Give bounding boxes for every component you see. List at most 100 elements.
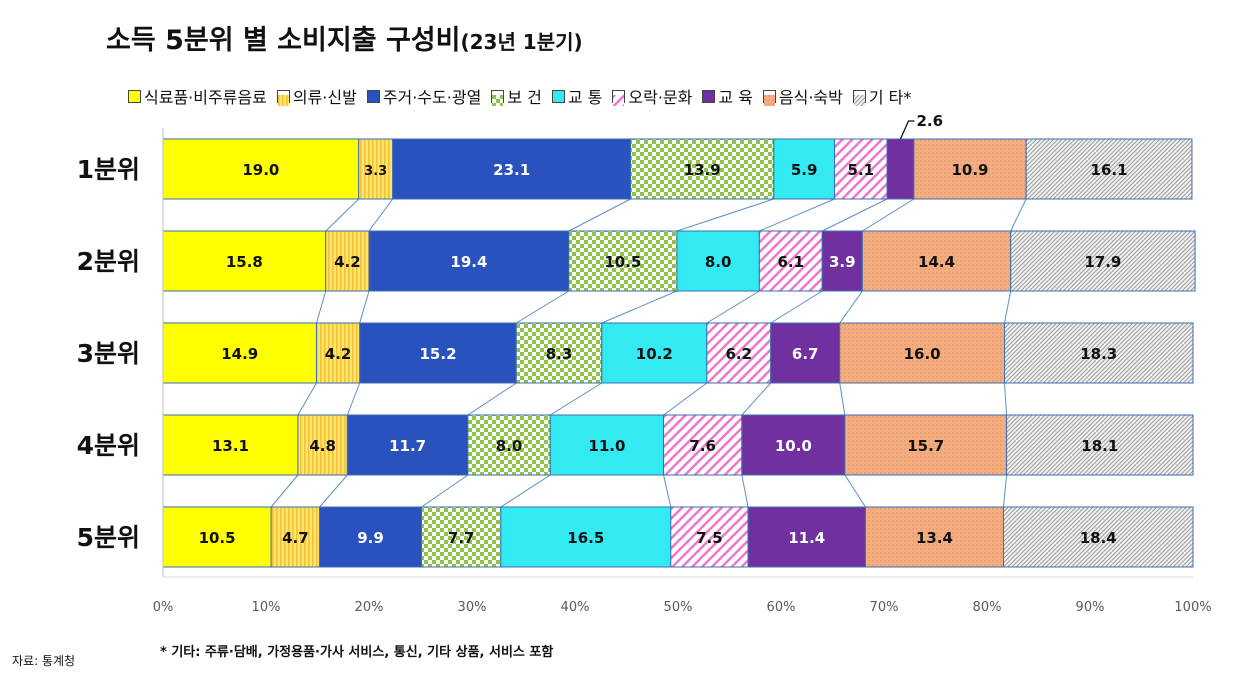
data-label: 7.5 [696,529,723,547]
bar-segment-음식-숙박 [861,230,1012,292]
connector-line [839,382,846,416]
bar-segment-교-육 [821,230,863,292]
bar-5분위: 10.5 4.7 9.9 7.7 16.5 7.5 11.4 13.4 18.4 [162,506,1194,568]
bar-segment-주거-수도-광열 [359,322,517,384]
bar-segment-음식-숙박 [864,506,1004,568]
category-label: 2분위 [77,247,140,276]
bar-3분위: 14.9 4.2 15.2 8.3 10.2 6.2 6.7 16.0 18.3 [162,322,1194,384]
legend-label: 의류·신발 [292,88,357,107]
data-label: 9.9 [357,529,384,547]
chart-title: 소득 5분위 별 소비지출 구성비(23년 1분기) [106,18,583,57]
data-label: 19.0 [242,161,279,179]
bar-segment-의류-신발 [270,506,321,568]
connector-line [839,290,863,324]
legend-label: 주거·수도·광열 [382,88,482,107]
connector-line [550,382,603,416]
data-label: 15.7 [907,437,944,455]
data-label: 6.7 [792,345,819,363]
bar-segment-음식-숙박 [839,322,1006,384]
data-label: 13.4 [916,529,953,547]
bar-segment-주거-수도-광열 [368,230,570,292]
category-label: 5분위 [77,523,140,552]
data-label: 16.5 [567,529,604,547]
category-label: 3분위 [77,339,140,368]
category-labels: 1분위 2분위 3분위 4분위 5분위 [77,155,140,552]
data-label: 14.9 [221,345,258,363]
legend-item-보-건: 보 건 [491,84,542,108]
data-label: 4.7 [282,529,309,547]
legend-item-교-통: 교 통 [551,84,602,108]
chart-subtitle: (23년 1분기) [460,30,583,54]
connector-line [759,198,835,232]
bar-segment-기-타 [1025,138,1193,200]
connector-line [270,474,299,508]
bar-segment-기-타 [1004,322,1194,384]
bar-segment-음식-숙박 [913,138,1027,200]
data-label: 5.1 [848,161,875,179]
legend-item-식료품-비주류음료: 식료품·비주류음료 [128,84,267,108]
data-label: 18.4 [1080,529,1117,547]
bar-2분위: 15.8 4.2 19.4 10.5 8.0 6.1 3.9 14.4 17.9 [162,230,1196,292]
connector-line [467,382,517,416]
connector-line [368,198,394,232]
bar-segment-의류-신발 [315,322,361,384]
x-tick-label: 40% [561,600,590,615]
data-label: 4.2 [325,345,352,363]
data-label: 8.0 [705,253,732,271]
data-label: 10.2 [636,345,673,363]
connector-line [676,198,774,232]
data-label: 7.6 [689,437,716,455]
data-label: 16.0 [904,345,941,363]
connector-line [319,474,348,508]
source-note: 자료: 통계청 [12,654,76,668]
data-label: 7.7 [448,529,475,547]
connector-line [663,474,672,508]
connector-line [346,382,361,416]
bar-segment-오락-문화 [670,506,749,568]
data-label: 11.4 [788,529,825,547]
bar-1분위: 19.0 3.3 23.1 13.9 5.9 5.1 10.9 16.1 [162,138,1193,200]
connector-line [741,382,772,416]
bar-segment-교-통 [773,138,836,200]
legend-item-기-타: 기 타* [852,84,911,108]
connector-line [421,474,469,508]
data-label: 15.2 [420,345,457,363]
data-label: 11.0 [588,437,625,455]
legend-swatch [762,89,776,106]
bar-segment-주거-수도-광열 [346,414,469,476]
data-label: 6.1 [777,253,804,271]
connector-line [359,290,370,324]
bar-4분위: 13.1 4.8 11.7 8.0 11.0 7.6 10.0 15.7 18.1 [162,414,1194,476]
connector-line [297,382,317,416]
bar-segment-기-타 [1002,506,1194,568]
connector-line [1010,198,1027,232]
bar-segment-보-건 [568,230,678,292]
bar-segment-교-통 [676,230,760,292]
bar-segment-보-건 [421,506,502,568]
connector-line [1002,474,1008,508]
bar-segment-주거-수도-광열 [392,138,632,200]
category-label: 4분위 [77,431,140,460]
x-tick-label: 70% [870,600,899,615]
x-tick-label: 10% [252,600,281,615]
bar-segment-기-타 [1006,414,1194,476]
callout-label: 2.6 [916,112,943,130]
data-label: 10.9 [951,161,988,179]
bar-segment-교-통 [549,414,665,476]
legend-label: 보 건 [507,88,542,107]
legend-swatch [702,89,716,103]
data-label: 8.3 [546,345,573,363]
data-label: 11.7 [389,437,426,455]
legend-item-주거-수도-광열: 주거·수도·광열 [366,84,482,108]
bar-segment-교-육 [886,138,915,200]
segment-connectors [270,198,1027,508]
bar-segment-의류-신발 [297,414,348,476]
bar-segment-의류-신발 [325,230,370,292]
bar-segment-주거-수도-광열 [319,506,423,568]
bar-segment-식료품-비주류음료 [162,230,327,292]
connector-line [325,198,360,232]
data-label: 18.1 [1081,437,1118,455]
connector-line [821,198,888,232]
bar-segment-오락-문화 [663,414,743,476]
